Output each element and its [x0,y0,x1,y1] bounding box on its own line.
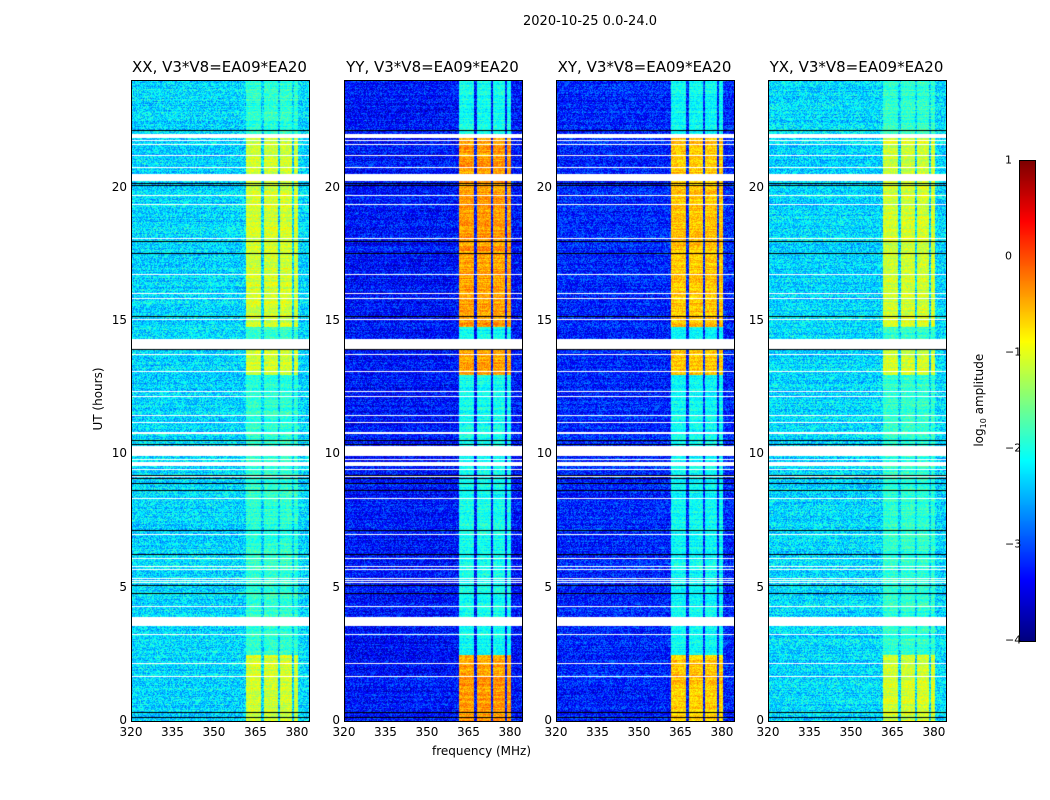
y-tick-label: 0 [544,713,552,727]
colorbar-tick-label: 1 [1005,153,1012,167]
y-tick-label: 20 [536,179,552,194]
x-tick-label: 335 [798,725,821,739]
y-tick-label: 20 [324,179,340,194]
x-tick-label: 320 [544,725,568,739]
y-tick-label: 10 [536,446,552,461]
colorbar-label: log10 amplitude [971,353,989,447]
y-tick-label: 10 [324,446,340,461]
x-tick-label: 350 [839,725,863,739]
heatmap-panel [344,80,523,722]
y-tick-label: 0 [756,713,764,727]
y-tick-label: 15 [324,313,340,327]
x-tick-label: 350 [415,725,439,739]
heatmap-panel [556,80,735,722]
y-tick-label: 0 [332,713,340,727]
y-tick-label: 5 [332,579,340,594]
x-tick-label: 380 [285,725,309,739]
panel-title: YY, V3*V8=EA09*EA20 [346,58,519,76]
y-tick-label: 5 [544,579,552,594]
panel-title: YX, V3*V8=EA09*EA20 [769,58,944,76]
x-tick-label: 320 [119,725,143,739]
panel-title: XX, V3*V8=EA09*EA20 [132,58,307,76]
panel-title: XY, V3*V8=EA09*EA20 [557,58,732,76]
colorbar-tick-label: −3 [1005,537,1022,551]
y-tick-label: 20 [748,179,764,194]
x-tick-label: 365 [881,725,904,739]
y-tick-label: 15 [111,313,127,327]
y-tick-label: 15 [536,313,552,327]
colorbar-tick-label: −2 [1005,441,1022,455]
x-axis-label: frequency (MHz) [432,744,532,758]
y-tick-label: 15 [748,313,764,327]
x-tick-label: 335 [586,725,609,739]
x-tick-label: 335 [374,725,397,739]
x-tick-label: 380 [922,725,946,739]
heatmap-panel [768,80,947,722]
x-tick-label: 335 [161,725,184,739]
x-tick-label: 380 [710,725,734,739]
x-tick-label: 320 [756,725,780,739]
x-tick-label: 320 [332,725,356,739]
y-tick-label: 5 [119,579,127,594]
x-tick-label: 380 [498,725,522,739]
y-tick-label: 0 [119,713,127,727]
x-tick-label: 350 [202,725,226,739]
y-tick-label: 10 [111,446,127,461]
y-tick-label: 10 [748,446,764,461]
y-axis-label: UT (hours) [91,367,105,431]
y-tick-label: 20 [111,179,127,194]
x-tick-label: 365 [244,725,267,739]
colorbar-tick-label: −1 [1005,345,1022,359]
x-tick-label: 350 [627,725,651,739]
colorbar-tick-label: 0 [1005,249,1012,263]
x-tick-label: 365 [457,725,480,739]
colorbar-tick-label: −4 [1005,633,1022,647]
heatmap-panel [131,80,310,722]
figure-title: 2020-10-25 0.0-24.0 [523,14,657,29]
colorbar [1019,160,1036,642]
y-tick-label: 5 [756,579,764,594]
x-tick-label: 365 [669,725,692,739]
